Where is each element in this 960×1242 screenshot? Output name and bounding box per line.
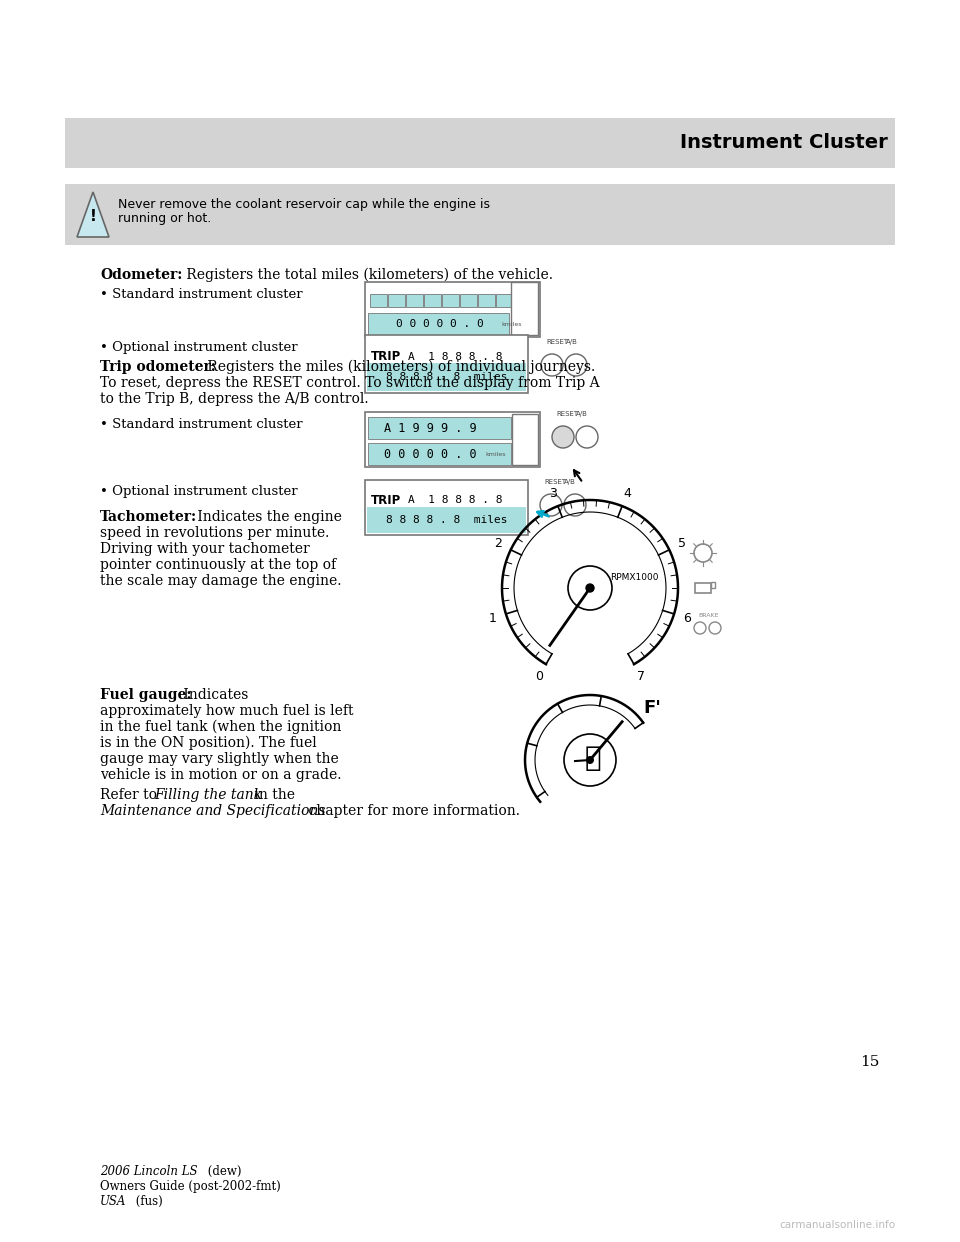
Text: to the Trip B, depress the A/B control.: to the Trip B, depress the A/B control. [100,392,369,406]
Text: TRIP: TRIP [371,493,401,507]
Text: kmiles: kmiles [501,322,521,327]
FancyBboxPatch shape [424,294,441,307]
FancyBboxPatch shape [496,294,513,307]
Text: Refer to: Refer to [100,787,161,802]
Text: Maintenance and Specifications: Maintenance and Specifications [100,804,325,818]
FancyBboxPatch shape [367,363,526,391]
Circle shape [586,584,594,592]
Text: (fus): (fus) [132,1195,163,1208]
FancyBboxPatch shape [368,313,509,335]
Text: 0: 0 [535,669,543,683]
Text: the scale may damage the engine.: the scale may damage the engine. [100,574,342,587]
Text: RESET: RESET [544,479,566,484]
Text: Fuel gauge:: Fuel gauge: [100,688,191,702]
Text: Owners Guide (post-2002-fmt): Owners Guide (post-2002-fmt) [100,1180,280,1194]
Text: 3: 3 [549,487,557,499]
FancyBboxPatch shape [365,335,528,392]
Text: RESET: RESET [556,411,578,417]
Text: 2006 Lincoln LS: 2006 Lincoln LS [100,1165,198,1177]
Text: in the fuel tank (when the ignition: in the fuel tank (when the ignition [100,720,342,734]
Text: Registers the miles (kilometers) of individual journeys.: Registers the miles (kilometers) of indi… [203,360,595,374]
Circle shape [564,734,616,786]
Text: A  1 8 8 8 . 8: A 1 8 8 8 . 8 [408,496,502,505]
Text: 0 0 0 0 0 . 0: 0 0 0 0 0 . 0 [384,447,476,461]
Text: • Optional instrument cluster: • Optional instrument cluster [100,342,298,354]
Text: To reset, depress the RESET control. To switch the display from Trip A: To reset, depress the RESET control. To … [100,376,600,390]
Circle shape [586,756,594,764]
FancyBboxPatch shape [65,118,895,168]
Text: A/B: A/B [576,411,588,417]
Text: • Standard instrument cluster: • Standard instrument cluster [100,288,302,301]
Text: kmiles: kmiles [485,452,506,457]
Text: Tachometer:: Tachometer: [100,510,197,524]
Text: (dew): (dew) [204,1165,242,1177]
Text: pointer continuously at the top of: pointer continuously at the top of [100,558,336,573]
Text: is in the ON position). The fuel: is in the ON position). The fuel [100,737,317,750]
Text: 0 0 0 0 0 . 0: 0 0 0 0 0 . 0 [396,319,484,329]
Text: 8 8 8 8 . 8  miles: 8 8 8 8 . 8 miles [386,373,507,383]
FancyBboxPatch shape [388,294,405,307]
FancyBboxPatch shape [365,412,540,467]
Text: 8 8 8 8 . 8  miles: 8 8 8 8 . 8 miles [386,515,507,525]
Text: Indicates: Indicates [179,688,249,702]
Text: in the: in the [250,787,295,802]
FancyBboxPatch shape [511,282,538,335]
Text: speed in revolutions per minute.: speed in revolutions per minute. [100,527,329,540]
FancyBboxPatch shape [442,294,459,307]
FancyBboxPatch shape [65,184,895,245]
Text: 6: 6 [684,611,691,625]
FancyBboxPatch shape [460,294,477,307]
Text: Never remove the coolant reservoir cap while the engine is: Never remove the coolant reservoir cap w… [118,197,490,211]
FancyBboxPatch shape [368,443,511,465]
FancyBboxPatch shape [478,294,495,307]
Text: Instrument Cluster: Instrument Cluster [681,133,888,153]
FancyBboxPatch shape [365,282,540,337]
FancyBboxPatch shape [370,294,387,307]
Text: chapter for more information.: chapter for more information. [304,804,520,818]
FancyBboxPatch shape [512,414,538,465]
Text: 5: 5 [678,538,685,550]
Text: A/B: A/B [566,339,578,345]
Text: approximately how much fuel is left: approximately how much fuel is left [100,704,353,718]
Text: USA: USA [100,1195,127,1208]
Text: Indicates the engine: Indicates the engine [193,510,342,524]
Text: TRIP: TRIP [371,350,401,364]
Text: vehicle is in motion or on a grade.: vehicle is in motion or on a grade. [100,768,342,782]
Text: BRAKE: BRAKE [698,614,718,619]
Text: 7: 7 [637,669,645,683]
Text: Driving with your tachometer: Driving with your tachometer [100,542,310,556]
Text: A  1 8 8 8 . 8: A 1 8 8 8 . 8 [408,351,502,361]
Text: running or hot.: running or hot. [118,212,211,225]
Text: A 1 9 9 9 . 9: A 1 9 9 9 . 9 [384,421,476,435]
Text: • Optional instrument cluster: • Optional instrument cluster [100,484,298,498]
Text: 4: 4 [623,487,632,499]
Text: • Standard instrument cluster: • Standard instrument cluster [100,419,302,431]
Text: gauge may vary slightly when the: gauge may vary slightly when the [100,751,339,766]
Polygon shape [77,193,109,237]
Circle shape [568,566,612,610]
Text: RESET: RESET [546,339,568,345]
Text: 15: 15 [860,1054,880,1069]
Text: ⛽: ⛽ [585,744,601,773]
Text: RPMX1000: RPMX1000 [610,574,659,582]
FancyBboxPatch shape [367,507,526,533]
Text: carmanualsonline.info: carmanualsonline.info [779,1220,895,1230]
FancyBboxPatch shape [406,294,423,307]
Circle shape [552,426,574,448]
Text: Trip odometer:: Trip odometer: [100,360,216,374]
Text: A/B: A/B [564,479,576,484]
FancyBboxPatch shape [368,417,511,438]
Text: F': F' [643,699,661,717]
Text: Filling the tank: Filling the tank [154,787,262,802]
Text: 1: 1 [489,611,496,625]
Text: Odometer:: Odometer: [100,268,182,282]
Text: 2: 2 [494,538,502,550]
FancyBboxPatch shape [365,479,528,535]
Text: !: ! [89,209,96,224]
Text: Registers the total miles (kilometers) of the vehicle.: Registers the total miles (kilometers) o… [182,268,553,282]
